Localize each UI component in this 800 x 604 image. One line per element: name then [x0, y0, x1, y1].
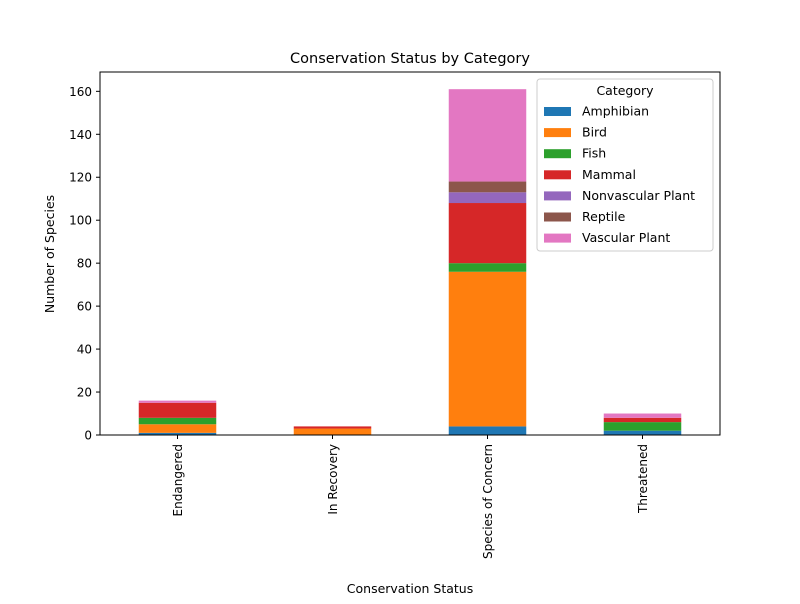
bar-segment-bird-1 [293, 428, 372, 435]
bar-segment-vascular-plant-0 [138, 400, 217, 403]
y-tick-label: 60 [77, 300, 92, 314]
y-tick-label: 40 [77, 343, 92, 357]
bar-segment-bird-2 [448, 271, 527, 427]
legend-entry: Amphibian [582, 104, 649, 119]
plot-frame [99, 71, 721, 436]
legend-swatch [544, 149, 571, 159]
x-tick-label: In Recovery [326, 444, 340, 515]
y-tick-label: 140 [69, 128, 92, 142]
bars-layer [138, 89, 682, 435]
legend-entry: Nonvascular Plant [582, 188, 695, 203]
bar-segment-amphibian-3 [603, 430, 682, 435]
bar-segment-reptile-2 [448, 181, 527, 193]
legend-entry: Mammal [582, 167, 636, 182]
bar-segment-nonvascular-plant-2 [448, 192, 527, 204]
bar-segment-mammal-1 [293, 426, 372, 429]
legend-entry: Reptile [582, 209, 626, 224]
y-tick-label: 80 [77, 257, 92, 271]
legend-swatch [544, 191, 571, 201]
x-axis-label: Conservation Status [347, 581, 473, 596]
legend-swatch [544, 128, 571, 138]
y-tick-label: 20 [77, 386, 92, 400]
y-tick-label: 0 [84, 429, 92, 443]
legend-swatch [544, 170, 571, 180]
legend-entry: Vascular Plant [582, 230, 670, 245]
bar-segment-bird-0 [138, 424, 217, 433]
legend-swatch [544, 107, 571, 116]
bar-segment-fish-2 [448, 263, 527, 272]
legend: Category Amphibian Bird Fish Mammal Nonvascul… [536, 78, 714, 252]
axes-layer: 0 20 40 60 80 100 120 140 160 Endangered In Recove… [69, 71, 721, 559]
y-tick-label: 100 [69, 214, 92, 228]
x-tick-label: Endangered [171, 444, 185, 516]
bar-segment-amphibian-2 [448, 426, 527, 435]
bar-segment-mammal-0 [138, 402, 217, 418]
chart-title: Conservation Status by Category [290, 51, 530, 67]
y-tick-label: 120 [69, 171, 92, 185]
legend-entry: Bird [582, 125, 607, 140]
y-tick-label: 160 [69, 85, 92, 99]
bar-segment-amphibian-0 [138, 432, 217, 435]
legend-box [536, 78, 714, 252]
bar-segment-vascular-plant-2 [448, 89, 527, 182]
legend-title: Category [596, 83, 654, 98]
bar-segment-mammal-2 [448, 203, 527, 264]
legend-swatch [544, 212, 571, 222]
legend-entry: Fish [582, 146, 606, 161]
bar-segment-mammal-3 [603, 417, 682, 423]
bar-segment-fish-0 [138, 417, 217, 425]
x-tick-label: Species of Concern [481, 444, 495, 559]
bar-segment-fish-3 [603, 422, 682, 431]
bar-segment-vascular-plant-3 [603, 413, 682, 418]
y-axis-label: Number of Species [42, 195, 57, 313]
x-tick-label: Threatened [636, 444, 650, 514]
legend-swatch [544, 233, 571, 243]
